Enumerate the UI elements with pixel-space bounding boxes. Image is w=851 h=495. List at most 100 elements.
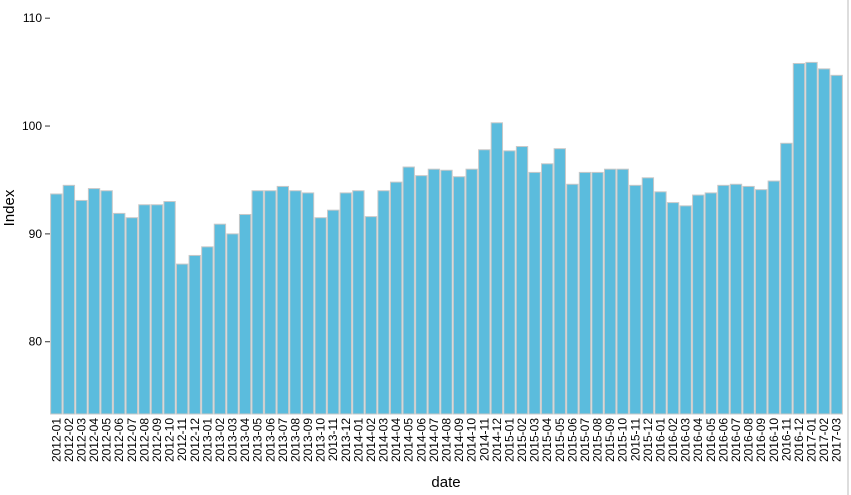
x-tick-label: 2013-07 bbox=[276, 418, 290, 462]
x-tick-label: 2012-05 bbox=[100, 418, 114, 462]
x-tick-label: 2012-12 bbox=[188, 418, 202, 462]
bar bbox=[817, 68, 831, 415]
x-tick-label: 2014-04 bbox=[389, 418, 403, 462]
y-axis-title: Index bbox=[1, 189, 18, 226]
x-tick-label: 2014-03 bbox=[377, 418, 391, 462]
bar bbox=[415, 175, 428, 415]
bar bbox=[566, 183, 579, 415]
bar bbox=[654, 191, 667, 415]
x-tick-label: 2016-01 bbox=[653, 418, 667, 462]
x-tick-label: 2016-02 bbox=[666, 418, 680, 462]
x-tick-label: 2012-04 bbox=[87, 418, 101, 462]
bar bbox=[213, 223, 227, 415]
x-tick-label: 2012-11 bbox=[175, 418, 189, 461]
x-tick-label: 2012-03 bbox=[74, 418, 88, 462]
x-tick-label: 2014-08 bbox=[440, 418, 454, 462]
bar bbox=[503, 150, 516, 415]
bar bbox=[704, 192, 717, 415]
bar bbox=[830, 74, 843, 415]
bar bbox=[176, 263, 189, 415]
bar bbox=[742, 185, 755, 415]
x-tick-label: 2013-09 bbox=[301, 418, 315, 462]
x-tick-label: 2014-05 bbox=[402, 418, 416, 462]
x-tick-label: 2013-01 bbox=[200, 418, 214, 462]
x-tick-label: 2016-04 bbox=[691, 418, 705, 462]
x-tick-label: 2015-07 bbox=[578, 418, 592, 462]
x-tick-label: 2013-02 bbox=[213, 418, 227, 462]
bar bbox=[629, 184, 642, 415]
x-tick-label: 2017-03 bbox=[830, 418, 844, 462]
x-tick-label: 2016-08 bbox=[742, 418, 756, 462]
x-tick-label: 2016-10 bbox=[767, 418, 781, 462]
bar bbox=[276, 185, 290, 415]
x-tick-label: 2013-08 bbox=[288, 418, 302, 462]
x-tick-label: 2017-01 bbox=[805, 418, 819, 462]
x-tick-label: 2016-07 bbox=[729, 418, 743, 462]
x-tick-label: 2013-12 bbox=[339, 418, 353, 462]
bar bbox=[717, 184, 730, 415]
bar bbox=[805, 61, 818, 415]
x-tick-label: 2016-12 bbox=[792, 418, 806, 462]
x-tick-label: 2014-11 bbox=[477, 418, 491, 461]
bar bbox=[289, 190, 302, 415]
bar bbox=[452, 176, 466, 415]
x-tick-label: 2015-01 bbox=[502, 418, 516, 462]
bar bbox=[792, 62, 806, 415]
bar bbox=[352, 190, 365, 415]
x-tick-label: 2015-08 bbox=[591, 418, 605, 462]
bar bbox=[62, 184, 76, 415]
bar bbox=[100, 190, 113, 415]
bar bbox=[389, 181, 403, 415]
bar bbox=[427, 168, 441, 415]
bar bbox=[641, 177, 655, 415]
bar bbox=[138, 204, 151, 415]
y-tick-label: 100 bbox=[22, 119, 42, 133]
x-tick-label: 2013-03 bbox=[226, 418, 240, 462]
bar bbox=[238, 213, 252, 415]
bar bbox=[553, 148, 566, 415]
bar bbox=[201, 246, 214, 415]
x-tick-label: 2015-11 bbox=[628, 418, 642, 461]
x-tick-label: 2016-11 bbox=[779, 418, 793, 461]
bar bbox=[528, 171, 541, 415]
bar bbox=[666, 202, 680, 415]
x-tick-label: 2015-05 bbox=[553, 418, 567, 462]
x-tick-label: 2015-03 bbox=[528, 418, 542, 462]
x-tick-label: 2012-09 bbox=[150, 418, 164, 462]
bar bbox=[478, 149, 491, 415]
bar bbox=[364, 216, 378, 415]
bar bbox=[188, 254, 201, 415]
bar bbox=[603, 168, 617, 415]
bar bbox=[729, 183, 743, 415]
bar bbox=[75, 199, 88, 415]
bar bbox=[251, 190, 264, 415]
bar bbox=[339, 192, 352, 415]
bar bbox=[780, 142, 793, 415]
x-tick-label: 2013-11 bbox=[326, 418, 340, 461]
bar bbox=[327, 209, 340, 415]
x-tick-label: 2012-10 bbox=[163, 418, 177, 462]
x-tick-label: 2015-04 bbox=[540, 418, 554, 462]
x-tick-label: 2013-05 bbox=[251, 418, 265, 462]
x-tick-label: 2014-01 bbox=[351, 418, 365, 462]
bar bbox=[541, 163, 554, 415]
bar bbox=[767, 180, 780, 415]
x-tick-label: 2012-07 bbox=[125, 418, 139, 462]
x-tick-label: 2012-02 bbox=[62, 418, 76, 462]
bar bbox=[163, 201, 176, 415]
x-tick-label: 2013-06 bbox=[263, 418, 277, 462]
x-tick-label: 2015-02 bbox=[515, 418, 529, 462]
bar bbox=[465, 168, 478, 415]
x-tick-label: 2014-10 bbox=[465, 418, 479, 462]
x-tick-label: 2013-10 bbox=[314, 418, 328, 462]
bar bbox=[264, 190, 277, 415]
x-tick-label: 2012-08 bbox=[137, 418, 151, 462]
x-tick-label: 2014-09 bbox=[452, 418, 466, 462]
x-tick-label: 2015-06 bbox=[565, 418, 579, 462]
bar bbox=[440, 169, 453, 415]
x-tick-label: 2016-05 bbox=[704, 418, 718, 462]
x-tick-label: 2013-04 bbox=[238, 418, 252, 462]
x-tick-label: 2014-12 bbox=[490, 418, 504, 462]
x-tick-label: 2015-10 bbox=[616, 418, 630, 462]
